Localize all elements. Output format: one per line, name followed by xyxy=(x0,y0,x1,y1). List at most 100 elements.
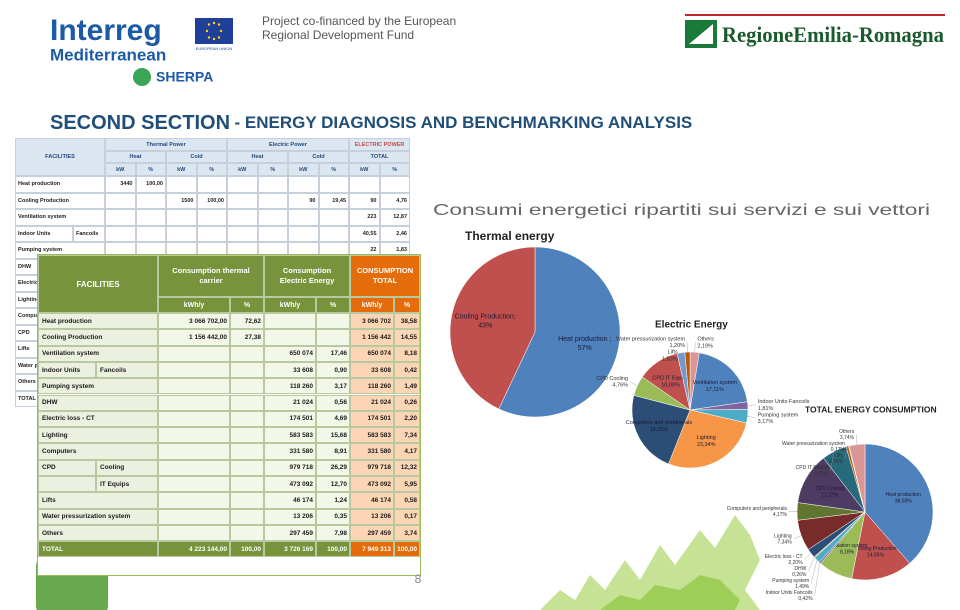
table-cell: 650 074 xyxy=(264,345,316,362)
table-cell xyxy=(158,459,230,476)
table-cell: 13 206 xyxy=(350,508,394,525)
slice-label: CPD IT Equips xyxy=(652,375,689,381)
table-cell: 118 260 xyxy=(264,378,316,395)
table-cell: 4,69 xyxy=(316,410,350,428)
pie-slice xyxy=(668,409,747,469)
table-cell: 4 223 144,00 xyxy=(158,541,230,558)
table-cell: 3,17 xyxy=(316,378,350,395)
table-cell: 90 xyxy=(288,192,319,209)
slice-label: Heat production xyxy=(886,492,922,498)
table-cell: 100,00 xyxy=(316,541,350,558)
slide-title: SECOND SECTION - ENERGY DIAGNOSIS AND BE… xyxy=(50,112,692,134)
table-cell xyxy=(227,225,258,242)
decor-grass xyxy=(600,575,740,610)
table-unit: % xyxy=(257,163,288,176)
table-unit: % xyxy=(318,163,349,176)
slice-label: Ventilation system xyxy=(693,380,738,386)
slice-label: Computers and peripherals xyxy=(727,506,788,512)
sherpa-icon xyxy=(133,68,151,86)
table-cell xyxy=(158,345,230,362)
slice-value: 1,81% xyxy=(758,406,774,412)
table-cell: 3 726 169 xyxy=(264,541,316,558)
slice-label: Lighting xyxy=(774,534,792,540)
table-cell xyxy=(257,225,288,242)
table-cell: 2,20 xyxy=(394,410,420,428)
chart-title: Thermal energy xyxy=(465,229,555,243)
table-cell xyxy=(158,410,230,428)
table-header: FACILITIES xyxy=(15,138,105,176)
table-cell: 19,45 xyxy=(318,192,349,209)
row-label: Cooling Production xyxy=(38,329,158,346)
table-cell xyxy=(230,345,264,362)
table-cell: 3 066 702 xyxy=(350,313,394,330)
row-label: Electric loss - CT xyxy=(38,410,158,428)
program-sub: Mediterranean xyxy=(50,45,166,64)
table-cell: 40,55 xyxy=(349,225,380,242)
table-cell xyxy=(316,329,350,346)
table-cell: 174 501 xyxy=(264,410,316,428)
table-cell: 0,26 xyxy=(394,394,420,411)
slice-label: Others xyxy=(839,429,855,435)
table-cell: 331 580 xyxy=(350,443,394,460)
row-label: Ventilation system xyxy=(38,345,158,362)
slice-value: 0,42% xyxy=(798,596,813,602)
slice-label: Water pressurization system xyxy=(782,441,845,447)
slice-value: 1,49% xyxy=(795,584,810,590)
table-header: Electric Power xyxy=(227,138,349,151)
table-cell xyxy=(158,492,230,509)
row-sublabel: Fancoils xyxy=(73,225,105,242)
leader-line xyxy=(814,562,821,596)
table-cell: 3 066 702,00 xyxy=(158,313,230,330)
table-cell xyxy=(288,225,319,242)
table-cell xyxy=(158,508,230,525)
table-cell: 1,49 xyxy=(394,378,420,395)
region-name: RegioneEmilia-Romagna xyxy=(722,22,944,47)
table-cell xyxy=(264,313,316,330)
eu-stars xyxy=(205,21,223,41)
slice-label: Indoor Units Fancoils xyxy=(766,590,813,596)
slice-value: 12,32% xyxy=(821,492,839,498)
table-cell xyxy=(230,410,264,428)
table-cell: 46 174 xyxy=(350,492,394,509)
slice-label: Others xyxy=(697,337,714,343)
slice-label: DHW xyxy=(794,566,806,572)
row-sublabel: IT Equips xyxy=(96,476,158,493)
table-unit: % xyxy=(196,163,227,176)
table-cell xyxy=(230,378,264,395)
table-cell: 12,87 xyxy=(379,209,410,226)
slice-label: Pumping system xyxy=(758,412,799,418)
table-cell xyxy=(230,508,264,525)
table-cell xyxy=(230,394,264,411)
table-cell xyxy=(230,361,264,379)
leader-line xyxy=(694,342,696,353)
slice-label: Indoor Units Fancoils xyxy=(758,399,810,405)
slice-value: 0,17% xyxy=(831,447,846,453)
row-sublabel: Cooling xyxy=(96,459,158,476)
table-subheader: Cold xyxy=(288,151,349,163)
title-rest: - ENERGY DIAGNOSIS AND BENCHMARKING ANAL… xyxy=(234,113,692,132)
table-cell: 979 718 xyxy=(350,459,394,476)
table-cell: 0,17 xyxy=(394,508,420,525)
pie-slice xyxy=(851,511,911,581)
slice-label: Lifts xyxy=(668,350,678,356)
slice-value: 10,00% xyxy=(661,382,680,388)
slice-value: 3,17% xyxy=(758,419,774,425)
row-label: Others xyxy=(38,524,158,542)
pie-slice xyxy=(498,246,621,418)
table-unit: % xyxy=(394,297,420,313)
table-cell xyxy=(227,176,258,193)
table-header: Thermal Power xyxy=(105,138,227,151)
table-cell: 223 xyxy=(349,209,380,226)
table-cell: 46 174 xyxy=(264,492,316,509)
table-subheader: Cold xyxy=(166,151,227,163)
slice-label: Cooling Production xyxy=(854,546,896,552)
table-cell: 14,55 xyxy=(394,329,420,346)
table-cell xyxy=(257,209,288,226)
program-name: Interreg xyxy=(50,14,162,47)
row-label: Cooling Production xyxy=(15,192,105,209)
slice-value: 3,74% xyxy=(840,435,855,441)
table-cell: 100,00 xyxy=(394,541,420,558)
table-header: Consumption thermal carrier xyxy=(158,255,264,297)
table-cell: 13 206 xyxy=(264,508,316,525)
table-unit: kW xyxy=(166,163,197,176)
